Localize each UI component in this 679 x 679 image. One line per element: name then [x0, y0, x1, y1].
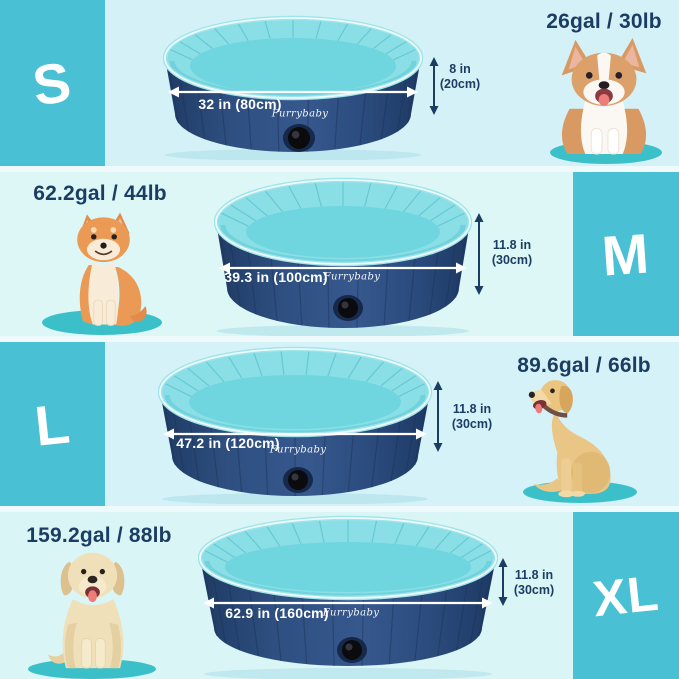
size-badge-l: L: [0, 342, 105, 506]
pool-image-m: 39.3 in (100cm) Furrybaby: [214, 176, 472, 336]
dog-mat: [28, 659, 156, 679]
diameter-label-l: 47.2 in (120cm): [176, 435, 280, 451]
height-label-l: 11.8 in (30cm): [451, 402, 493, 431]
capacity-text-xl: 159.2gal / 88lb: [26, 524, 172, 547]
width-arrow: [163, 428, 427, 440]
capacity-text-s: 26gal / 30lb: [546, 10, 662, 33]
pool-svg-m: [214, 177, 472, 336]
size-letter-l: L: [31, 390, 74, 458]
height-arrow-l: [433, 381, 443, 452]
size-letter-m: M: [600, 220, 652, 288]
drain-valve: [288, 470, 308, 490]
pool-image-s: 32 in (80cm) Furrybaby: [160, 8, 426, 160]
size-badge-m: M: [573, 172, 679, 336]
pool-outer-wall: [160, 392, 430, 496]
size-row-l: L 89.6gal / 66lb: [0, 342, 679, 506]
pool-outer-wall: [165, 58, 421, 152]
labrador-image: [48, 552, 125, 669]
diameter-label-xl: 62.9 in (160cm): [225, 605, 329, 621]
diameter-label-m: 39.3 in (100cm): [224, 269, 328, 285]
pool-floor: [189, 375, 401, 429]
size-letter-xl: XL: [590, 564, 662, 627]
golden-retriever-image: [528, 380, 611, 498]
height-label-m: 11.8 in (30cm): [491, 238, 533, 267]
pool-floor: [190, 38, 396, 94]
drain-valve: [342, 640, 362, 660]
size-badge-xl: XL: [573, 512, 679, 679]
brand-logo: Furrybaby: [322, 607, 380, 619]
pool-image-l: 47.2 in (120cm) Furrybaby: [158, 346, 432, 504]
pool-svg-l: [158, 346, 432, 504]
pool-floor: [225, 542, 471, 592]
height-arrow-m: [474, 213, 484, 295]
drain-valve: [288, 127, 310, 149]
pool-floor: [246, 206, 440, 258]
size-row-xl: XL 159.2gal / 88lb: [0, 512, 679, 679]
capacity-text-m: 62.2gal / 44lb: [33, 182, 167, 205]
brand-logo: Furrybaby: [269, 444, 327, 456]
diameter-label-s: 32 in (80cm): [198, 96, 282, 112]
pool-outer-wall: [200, 558, 496, 666]
height-label-s: 8 in (20cm): [439, 62, 481, 91]
shiba-inu-image: [77, 212, 147, 326]
size-row-s: S 26gal / 30lb 32: [0, 0, 679, 166]
height-arrow-s: [429, 57, 439, 115]
capacity-text-l: 89.6gal / 66lb: [517, 354, 651, 377]
size-row-m: M 62.2gal / 44lb 3: [0, 172, 679, 336]
size-badge-s: S: [0, 0, 105, 166]
pool-image-xl: 62.9 in (160cm) Furrybaby: [198, 514, 498, 679]
pool-svg-s: [162, 15, 424, 160]
pool-outer-wall: [216, 222, 470, 328]
pool-svg-xl: [198, 515, 498, 679]
brand-logo: Furrybaby: [323, 271, 381, 283]
height-label-xl: 11.8 in (30cm): [513, 568, 555, 597]
size-letter-s: S: [29, 49, 76, 117]
width-arrow: [168, 86, 418, 98]
corgi-image: [561, 37, 647, 155]
brand-logo: Furrybaby: [271, 108, 329, 120]
width-arrow: [203, 597, 493, 609]
height-arrow-xl: [498, 558, 508, 606]
width-arrow: [219, 262, 467, 274]
drain-valve: [338, 298, 358, 318]
